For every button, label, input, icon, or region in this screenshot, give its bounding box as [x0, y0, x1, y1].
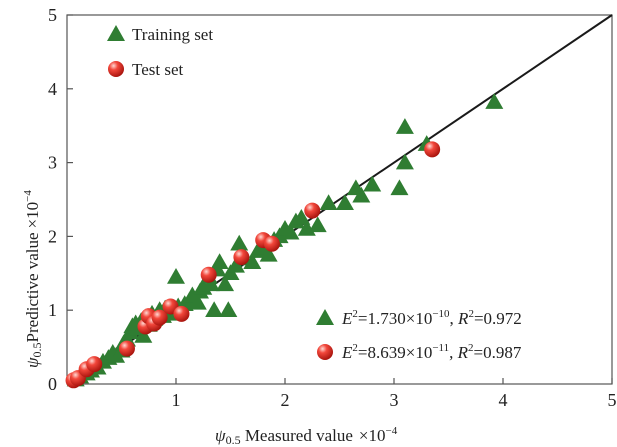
- stats-training-text: E2=1.730×10−10, R2=0.972: [341, 308, 522, 328]
- training-point: [308, 216, 327, 233]
- training-point: [243, 253, 262, 269]
- y-tick-group: 0 1 2 3 4 5: [48, 5, 73, 394]
- legend-training-label: Training set: [132, 25, 213, 44]
- test-point: [263, 235, 280, 252]
- test-point: [118, 340, 135, 357]
- x-tick-group: 1 2 3 4 5: [172, 378, 617, 410]
- y-tick-label: 0: [48, 374, 57, 394]
- training-point: [205, 301, 224, 317]
- training-point: [219, 301, 238, 317]
- training-point: [210, 253, 229, 269]
- training-point: [201, 275, 220, 292]
- test-point: [86, 356, 103, 373]
- y-tick-label: 4: [48, 79, 57, 99]
- stats-test-text: E2=8.639×10−11, R2=0.987: [341, 342, 522, 362]
- training-point: [188, 293, 207, 310]
- x-tick-label: 2: [281, 390, 290, 410]
- x-tick-label: 1: [172, 390, 181, 410]
- test-point: [173, 305, 190, 322]
- x-tick-label: 5: [608, 390, 617, 410]
- x-tick-label: 3: [390, 390, 399, 410]
- training-point: [485, 93, 504, 109]
- x-axis-label: ψ0.5 Measured value ×10−4: [215, 425, 398, 447]
- legend-training-marker: [107, 25, 125, 41]
- test-point: [304, 202, 321, 219]
- legend: Training set Test set: [107, 25, 213, 79]
- training-point: [319, 194, 338, 210]
- training-point: [230, 234, 249, 251]
- legend-test-label: Test set: [132, 60, 183, 79]
- training-point: [134, 327, 153, 343]
- stats-test-marker: [317, 344, 333, 360]
- y-axis-label: ψ0.5Predictive value×10−4: [22, 190, 44, 368]
- training-point: [167, 267, 185, 284]
- test-set-points: [65, 141, 441, 389]
- test-point: [200, 266, 217, 283]
- training-point: [216, 275, 235, 292]
- plot-frame: [66, 14, 613, 385]
- x-tick-label: 4: [499, 390, 508, 410]
- test-point: [424, 141, 441, 158]
- training-point: [259, 245, 278, 262]
- y-tick-label: 5: [48, 5, 57, 25]
- y-tick-label: 3: [48, 153, 57, 173]
- training-point: [363, 175, 382, 192]
- training-point: [390, 179, 409, 196]
- training-point: [395, 118, 414, 134]
- training-point: [335, 194, 354, 210]
- training-point: [395, 153, 414, 170]
- stats-annotation: E2=1.730×10−10, R2=0.972 E2=8.639×10−11,…: [316, 308, 522, 362]
- training-point: [352, 186, 371, 203]
- test-point: [233, 249, 250, 266]
- stats-training-marker: [316, 309, 334, 325]
- training-point: [292, 208, 311, 225]
- training-point: [281, 223, 300, 240]
- test-point: [151, 309, 168, 326]
- legend-test-marker: [108, 61, 124, 77]
- y-tick-label: 2: [48, 226, 57, 246]
- y-tick-label: 1: [48, 300, 57, 320]
